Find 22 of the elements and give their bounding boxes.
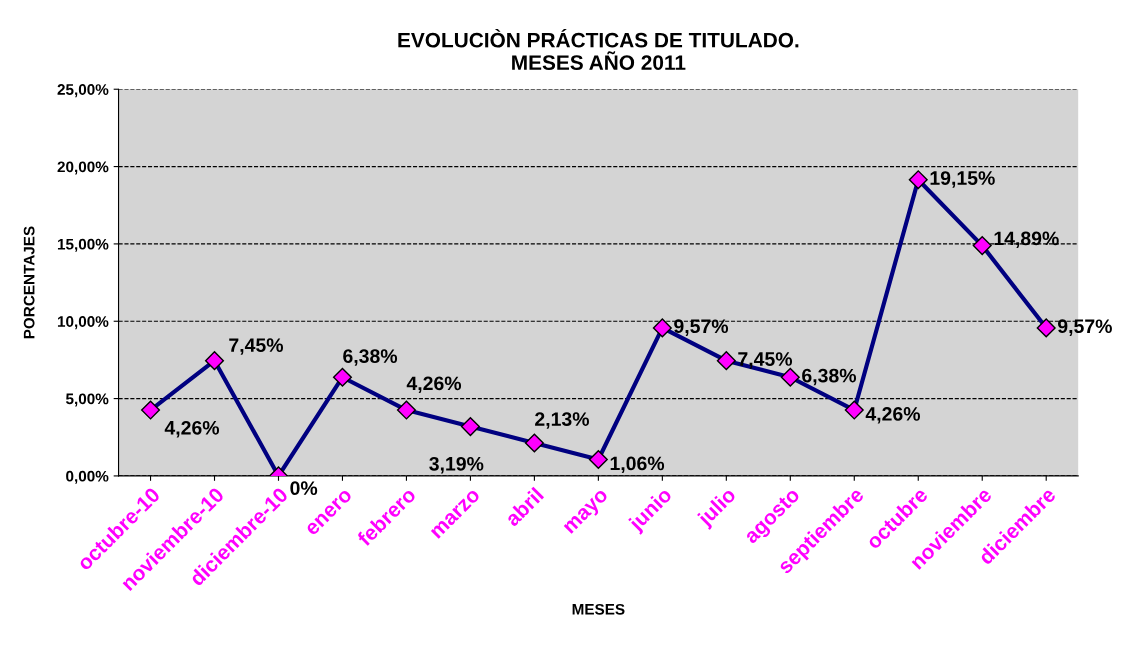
data-label: 3,19%: [429, 456, 484, 474]
y-tick-label: 20,00%: [57, 161, 109, 175]
data-label: 4,26%: [406, 376, 462, 394]
data-label: 19,15%: [930, 171, 995, 188]
data-label: 9,57%: [1057, 319, 1112, 336]
y-tick-label: 10,00%: [57, 316, 109, 330]
x-axis-title: MESES: [572, 603, 625, 615]
data-label: 6,38%: [343, 349, 398, 366]
chart-title: EVOLUCIÒN PRÁCTICAS DE TITULADO. MESES AÑO 2011: [398, 28, 799, 70]
data-label: 4,26%: [865, 407, 921, 424]
data-label: 4,26%: [164, 420, 220, 438]
y-tick-label: 25,00%: [57, 84, 109, 98]
data-label: 7,45%: [229, 338, 284, 355]
y-tick-label: 15,00%: [57, 238, 109, 252]
y-tick-label: 5,00%: [65, 393, 109, 407]
data-label: 6,38%: [802, 368, 857, 386]
data-label: 9,57%: [674, 319, 729, 336]
y-tick-label: 0,00%: [66, 470, 109, 484]
data-label: 1,06%: [610, 456, 665, 474]
data-label: 7,45%: [738, 352, 793, 369]
y-axis-title: PORCENTAJES: [23, 226, 35, 339]
data-label: 2,13%: [535, 412, 590, 429]
